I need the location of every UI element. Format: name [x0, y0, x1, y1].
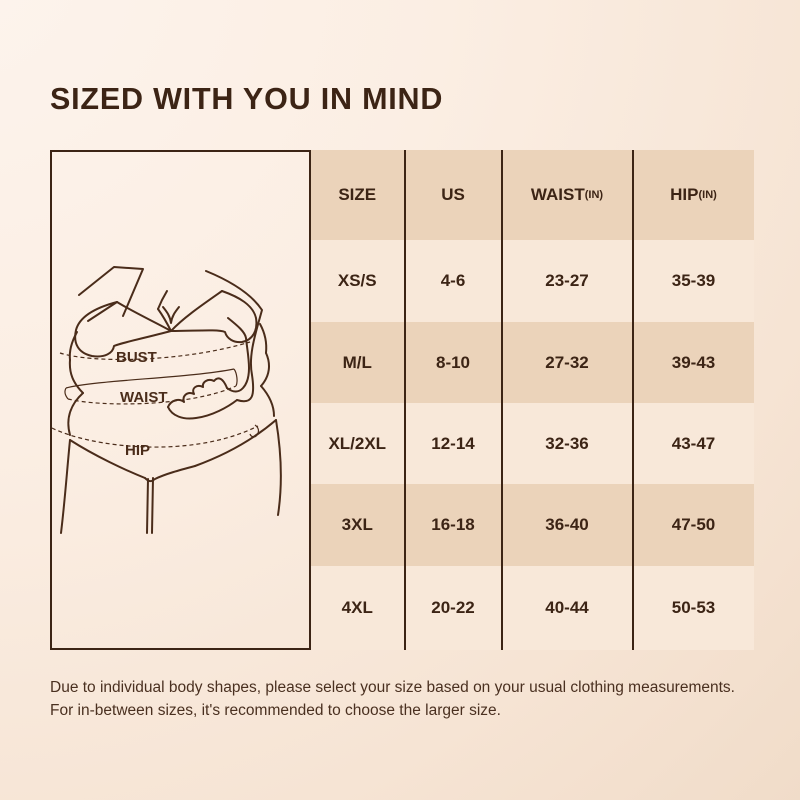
svg-text:BUST: BUST — [116, 349, 157, 366]
svg-text:HIP: HIP — [125, 442, 150, 459]
